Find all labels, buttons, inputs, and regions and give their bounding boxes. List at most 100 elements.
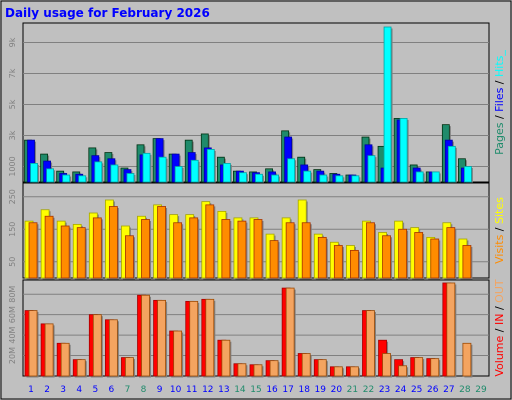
bar-visits-visits-day-13: [221, 219, 231, 279]
bar-hits-hits-day-25: [415, 171, 424, 183]
bar-visits-visits-day-12: [205, 204, 215, 279]
legend-label-visits: Visits / Sites: [493, 197, 506, 264]
bar-volume-out-day-14: [237, 363, 247, 377]
y-tick-label-hits: 9k: [8, 37, 17, 47]
x-tick-label-day-25: 25: [411, 385, 422, 395]
bar-hits-hits-day-26: [431, 171, 440, 183]
bar-visits-visits-day-7: [125, 235, 134, 279]
bar-hits-hits-day-7: [126, 173, 135, 183]
bar-volume-out-day-3: [60, 342, 70, 377]
bar-volume-out-day-2: [44, 323, 54, 377]
bar-volume-out-day-11: [189, 300, 199, 377]
bar-volume-out-day-4: [76, 359, 86, 377]
bar-volume-out-day-15: [253, 364, 263, 377]
y-tick-label-volume: 40M: [8, 326, 17, 343]
bar-volume-out-day-18: [301, 353, 311, 377]
bar-volume-out-day-8: [141, 294, 150, 377]
bar-volume-out-day-21: [350, 366, 359, 377]
bar-hits-hits-day-12: [206, 149, 215, 183]
bar-hits-hits-day-15: [255, 173, 263, 183]
x-tick-label-day-6: 6: [109, 385, 115, 395]
bar-volume-out-day-1: [28, 310, 38, 377]
bar-visits-visits-day-11: [189, 217, 199, 279]
bar-volume-out-day-6: [108, 319, 118, 377]
bar-volume-out-day-22: [366, 310, 375, 377]
x-tick-label-day-8: 8: [141, 385, 147, 395]
x-tick-label-day-28: 28: [459, 385, 471, 395]
x-axis-labels: 1 2 3 4 5 6 7 8 9 10 11 12 13 14 15 16 17 18 19 20 21 22 23 24 2…: [28, 385, 487, 395]
bar-visits-visits-day-17: [285, 222, 295, 279]
x-tick-label-day-29: 29: [475, 385, 487, 395]
bar-visits-visits-day-1: [28, 222, 38, 279]
x-tick-label-day-21: 21: [347, 385, 358, 395]
x-tick-label-day-13: 13: [218, 385, 229, 395]
y-tick-label-hits: 1000: [8, 156, 17, 176]
bar-hits-hits-day-5: [94, 161, 103, 183]
bar-hits-hits-day-4: [78, 175, 87, 183]
bar-visits-visits-day-3: [60, 225, 70, 279]
bar-volume-out-day-16: [269, 360, 279, 377]
bar-hits-hits-day-24: [399, 118, 408, 183]
x-tick-label-day-22: 22: [363, 385, 374, 395]
x-tick-label-day-10: 10: [170, 385, 182, 395]
panel-visits: 50 150 250 Visits / Sites: [8, 182, 506, 280]
x-tick-label-day-18: 18: [298, 385, 310, 395]
bar-hits-hits-day-3: [62, 174, 71, 183]
y-tick-label-volume: 60M: [8, 306, 17, 323]
bar-visits-visits-day-19: [317, 236, 327, 279]
y-tick-label-hits: 7k: [8, 68, 17, 78]
x-tick-label-day-20: 20: [331, 385, 343, 395]
x-tick-label-day-1: 1: [28, 385, 34, 395]
bar-hits-hits-day-18: [303, 170, 312, 183]
x-tick-label-day-12: 12: [202, 385, 213, 395]
bar-volume-out-day-9: [157, 299, 166, 377]
panel-volume: 20M 40M 60M 80M Volume / IN / OUT: [8, 279, 506, 378]
bar-hits-hits-day-27: [447, 145, 456, 183]
bar-visits-visits-day-8: [141, 219, 150, 279]
bar-visits-visits-day-27: [446, 227, 456, 279]
legend-label-hits: Pages / Files / Hits_: [493, 50, 506, 155]
bar-visits-visits-day-5: [92, 217, 102, 279]
x-tick-label-day-14: 14: [234, 385, 246, 395]
x-tick-label-day-24: 24: [395, 385, 407, 395]
bar-hits-hits-day-13: [222, 162, 231, 183]
bar-hits-hits-day-19: [319, 174, 328, 183]
bar-volume-out-day-10: [173, 330, 183, 377]
bar-hits-hits-day-21: [351, 175, 360, 183]
bar-volume-out-day-7: [125, 357, 134, 377]
y-tick-label-volume: 80M: [8, 286, 17, 303]
bar-visits-visits-day-14: [237, 220, 247, 279]
bar-visits-visits-day-23: [382, 235, 391, 279]
x-tick-label-day-15: 15: [250, 385, 261, 395]
y-tick-label-visits: 50: [8, 257, 17, 267]
panel-hits: 1000 3k 5k 7k 9k Pages / Files / Hits_: [8, 22, 506, 184]
legend-label-volume: Volume / IN / OUT: [493, 279, 506, 377]
bar-hits-hits-day-14: [239, 172, 247, 183]
bar-hits-hits-day-11: [190, 159, 199, 183]
bar-visits-visits-day-28: [462, 245, 472, 279]
bar-hits-hits-day-2: [46, 168, 55, 183]
x-tick-label-day-19: 19: [315, 385, 327, 395]
bar-volume-out-day-13: [221, 339, 231, 377]
chart-title: Daily usage for February 2026: [5, 6, 210, 20]
bar-volume-out-day-28: [462, 342, 472, 377]
bar-visits-visits-day-6: [108, 206, 118, 279]
bar-volume-out-day-5: [92, 314, 102, 377]
x-tick-label-day-11: 11: [186, 385, 197, 395]
x-tick-label-day-5: 5: [92, 385, 98, 395]
bar-visits-visits-day-2: [44, 215, 54, 279]
bar-volume-out-day-27: [446, 282, 456, 377]
bar-hits-hits-day-8: [142, 152, 151, 183]
bar-visits-visits-day-21: [350, 249, 359, 279]
bar-hits-hits-day-20: [335, 175, 344, 183]
y-tick-label-visits: 150: [8, 222, 17, 237]
y-tick-label-hits: 3k: [8, 130, 17, 140]
bar-visits-visits-day-20: [333, 245, 343, 279]
bar-volume-out-day-20: [333, 366, 343, 377]
x-tick-label-day-2: 2: [44, 385, 50, 395]
x-tick-label-day-23: 23: [379, 385, 390, 395]
x-tick-label-day-26: 26: [427, 385, 439, 395]
